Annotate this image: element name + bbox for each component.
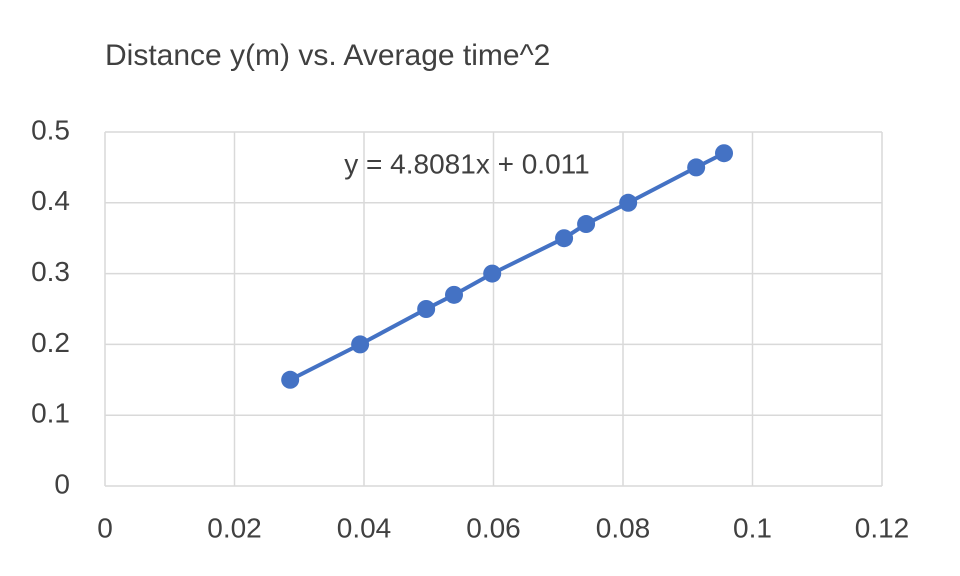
data-point [577,215,596,234]
trendline-equation: y = 4.8081x + 0.011 [344,148,589,179]
x-tick-label: 0.12 [855,512,910,543]
data-point [555,229,574,248]
data-point [483,264,502,283]
x-tick-label: 0.06 [466,512,521,543]
x-tick-label: 0.02 [207,512,262,543]
x-tick-label: 0.04 [337,512,392,543]
data-point [417,300,436,318]
y-tick-label: 0.5 [31,114,70,145]
x-tick-label: 0.1 [733,512,772,543]
y-tick-label: 0.2 [31,327,70,358]
data-point [687,158,706,177]
y-tick-label: 0.3 [31,256,70,287]
x-tick-label: 0.08 [596,512,651,543]
y-tick-label: 0.4 [31,185,70,216]
data-point [351,335,370,354]
data-point [715,144,734,163]
data-point [619,193,638,212]
chart-title: Distance y(m) vs. Average time^2 [105,39,550,72]
y-tick-label: 0.1 [31,398,70,429]
y-tick-label: 0 [54,468,70,499]
data-point [445,285,464,304]
series-line [289,151,725,382]
x-tick-label: 0 [97,512,113,543]
data-point [281,370,300,389]
